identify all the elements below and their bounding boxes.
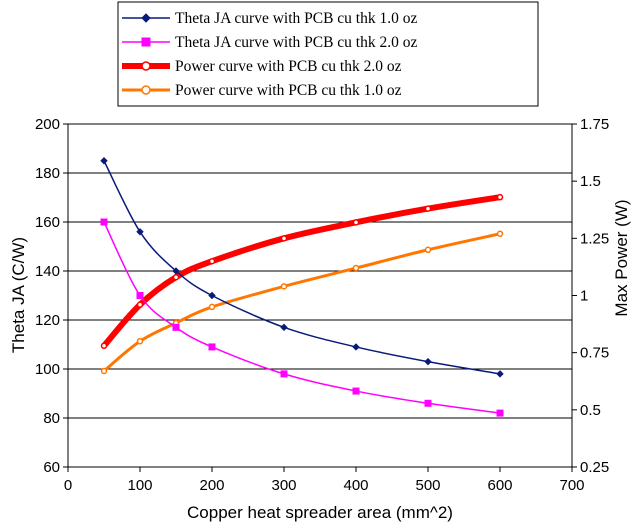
series-2-point-300 bbox=[280, 370, 288, 378]
series-3-point-150 bbox=[172, 273, 180, 281]
series-1-point-200 bbox=[208, 291, 216, 300]
series-3 bbox=[100, 193, 504, 350]
series-1 bbox=[100, 157, 504, 378]
x-tick-label-400: 400 bbox=[343, 477, 368, 494]
series-1-line bbox=[103, 160, 501, 375]
legend-entry-4: Power curve with PCB cu thk 1.0 oz bbox=[122, 82, 402, 99]
series-2-point-600 bbox=[496, 409, 504, 417]
series-2-point-100 bbox=[136, 292, 144, 299]
series-layer bbox=[100, 157, 504, 417]
y-left-tick-label-160: 160 bbox=[35, 214, 60, 231]
x-tick-label-200: 200 bbox=[199, 477, 224, 494]
y-right-tick-label-1.75: 1.75 bbox=[580, 116, 609, 133]
series-3-point-600 bbox=[496, 193, 504, 201]
series-3-point-400 bbox=[352, 219, 360, 226]
series-1-point-150 bbox=[172, 267, 180, 275]
legend-box bbox=[117, 1, 539, 107]
x-axis-title: Copper heat spreader area (mm^2) bbox=[187, 503, 453, 522]
y-axis-right-title: Max Power (W) bbox=[612, 199, 631, 316]
legend: Theta JA curve with PCB cu thk 1.0 oz The… bbox=[117, 1, 539, 107]
legend-entry-2: Theta JA curve with PCB cu thk 2.0 oz bbox=[122, 34, 417, 51]
series-2-point-150 bbox=[172, 323, 180, 331]
gridlines bbox=[68, 172, 572, 419]
series-1-point-400 bbox=[352, 343, 360, 351]
series-1-point-600 bbox=[496, 370, 504, 378]
y-left-tick-label-140: 140 bbox=[35, 263, 60, 280]
legend-entry-1-label: Theta JA curve with PCB cu thk 1.0 oz bbox=[175, 10, 417, 27]
y-left-tick-label-180: 180 bbox=[35, 165, 60, 182]
series-2-point-200 bbox=[208, 343, 216, 351]
series-1-point-500 bbox=[424, 357, 432, 366]
x-tick-label-300: 300 bbox=[271, 477, 296, 494]
series-3-point-200 bbox=[208, 257, 216, 265]
y-left-tick-label-100: 100 bbox=[35, 361, 60, 378]
series-3-point-500 bbox=[424, 205, 432, 212]
legend-entry-1: Theta JA curve with PCB cu thk 1.0 oz bbox=[122, 10, 417, 27]
series-2 bbox=[100, 218, 504, 417]
legend-entry-3: Power curve with PCB cu thk 2.0 oz bbox=[122, 58, 402, 75]
y-axis-left-title: Theta JA (C/W) bbox=[9, 237, 28, 353]
legend-entry-2-label: Theta JA curve with PCB cu thk 2.0 oz bbox=[175, 34, 417, 51]
series-4-point-500 bbox=[424, 246, 432, 254]
x-tick-label-700: 700 bbox=[559, 477, 584, 494]
tick-labels: 60 80 100 120 140 160 180 200 0.25 0.5 0.75 1 1.25 1.… bbox=[35, 116, 609, 494]
series-2-point-400 bbox=[352, 387, 360, 395]
series-4-point-600 bbox=[496, 230, 504, 238]
y-left-tick-label-120: 120 bbox=[35, 312, 60, 329]
y-right-tick-label-0.25: 0.25 bbox=[580, 459, 609, 476]
x-tick-label-0: 0 bbox=[64, 477, 72, 494]
series-1-point-300 bbox=[280, 323, 288, 332]
y-right-tick-label-1.5: 1.5 bbox=[580, 173, 601, 190]
x-tick-label-600: 600 bbox=[487, 477, 512, 494]
y-left-tick-label-60: 60 bbox=[43, 459, 60, 476]
series-2-point-500 bbox=[424, 399, 432, 407]
legend-entry-3-label: Power curve with PCB cu thk 2.0 oz bbox=[175, 58, 402, 75]
legend-entry-3-marker bbox=[141, 61, 151, 71]
legend-entry-2-marker bbox=[141, 37, 151, 47]
x-tick-label-500: 500 bbox=[415, 477, 440, 494]
series-4-point-300 bbox=[280, 283, 288, 290]
legend-entry-1-marker bbox=[141, 13, 151, 23]
y-right-tick-label-1.25: 1.25 bbox=[580, 230, 609, 247]
series-4-point-100 bbox=[136, 337, 144, 345]
y-right-tick-label-1: 1 bbox=[580, 288, 588, 305]
series-1-point-50 bbox=[100, 157, 108, 165]
legend-entry-4-marker bbox=[141, 85, 151, 95]
series-4-point-400 bbox=[352, 264, 360, 272]
series-2-point-50 bbox=[100, 218, 108, 226]
series-1-point-100 bbox=[136, 228, 144, 236]
y-right-tick-label-0.5: 0.5 bbox=[580, 402, 601, 419]
plot-area bbox=[67, 123, 573, 468]
x-tick-label-100: 100 bbox=[127, 477, 152, 494]
series-3-point-50 bbox=[100, 342, 108, 350]
series-4 bbox=[100, 230, 504, 375]
legend-entry-4-label: Power curve with PCB cu thk 1.0 oz bbox=[175, 82, 402, 99]
series-3-point-100 bbox=[136, 301, 144, 308]
series-4-point-200 bbox=[208, 303, 216, 311]
series-4-point-50 bbox=[100, 367, 108, 375]
y-right-tick-label-0.75: 0.75 bbox=[580, 345, 609, 362]
y-left-tick-label-200: 200 bbox=[35, 116, 60, 133]
series-3-point-300 bbox=[280, 235, 288, 242]
y-left-tick-label-80: 80 bbox=[43, 410, 60, 427]
